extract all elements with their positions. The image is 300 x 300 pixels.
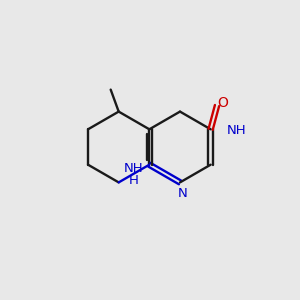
Text: O: O [217, 96, 228, 110]
Text: NH: NH [226, 124, 246, 137]
Text: H: H [129, 174, 139, 187]
Text: NH: NH [124, 162, 144, 175]
Text: N: N [178, 187, 187, 200]
